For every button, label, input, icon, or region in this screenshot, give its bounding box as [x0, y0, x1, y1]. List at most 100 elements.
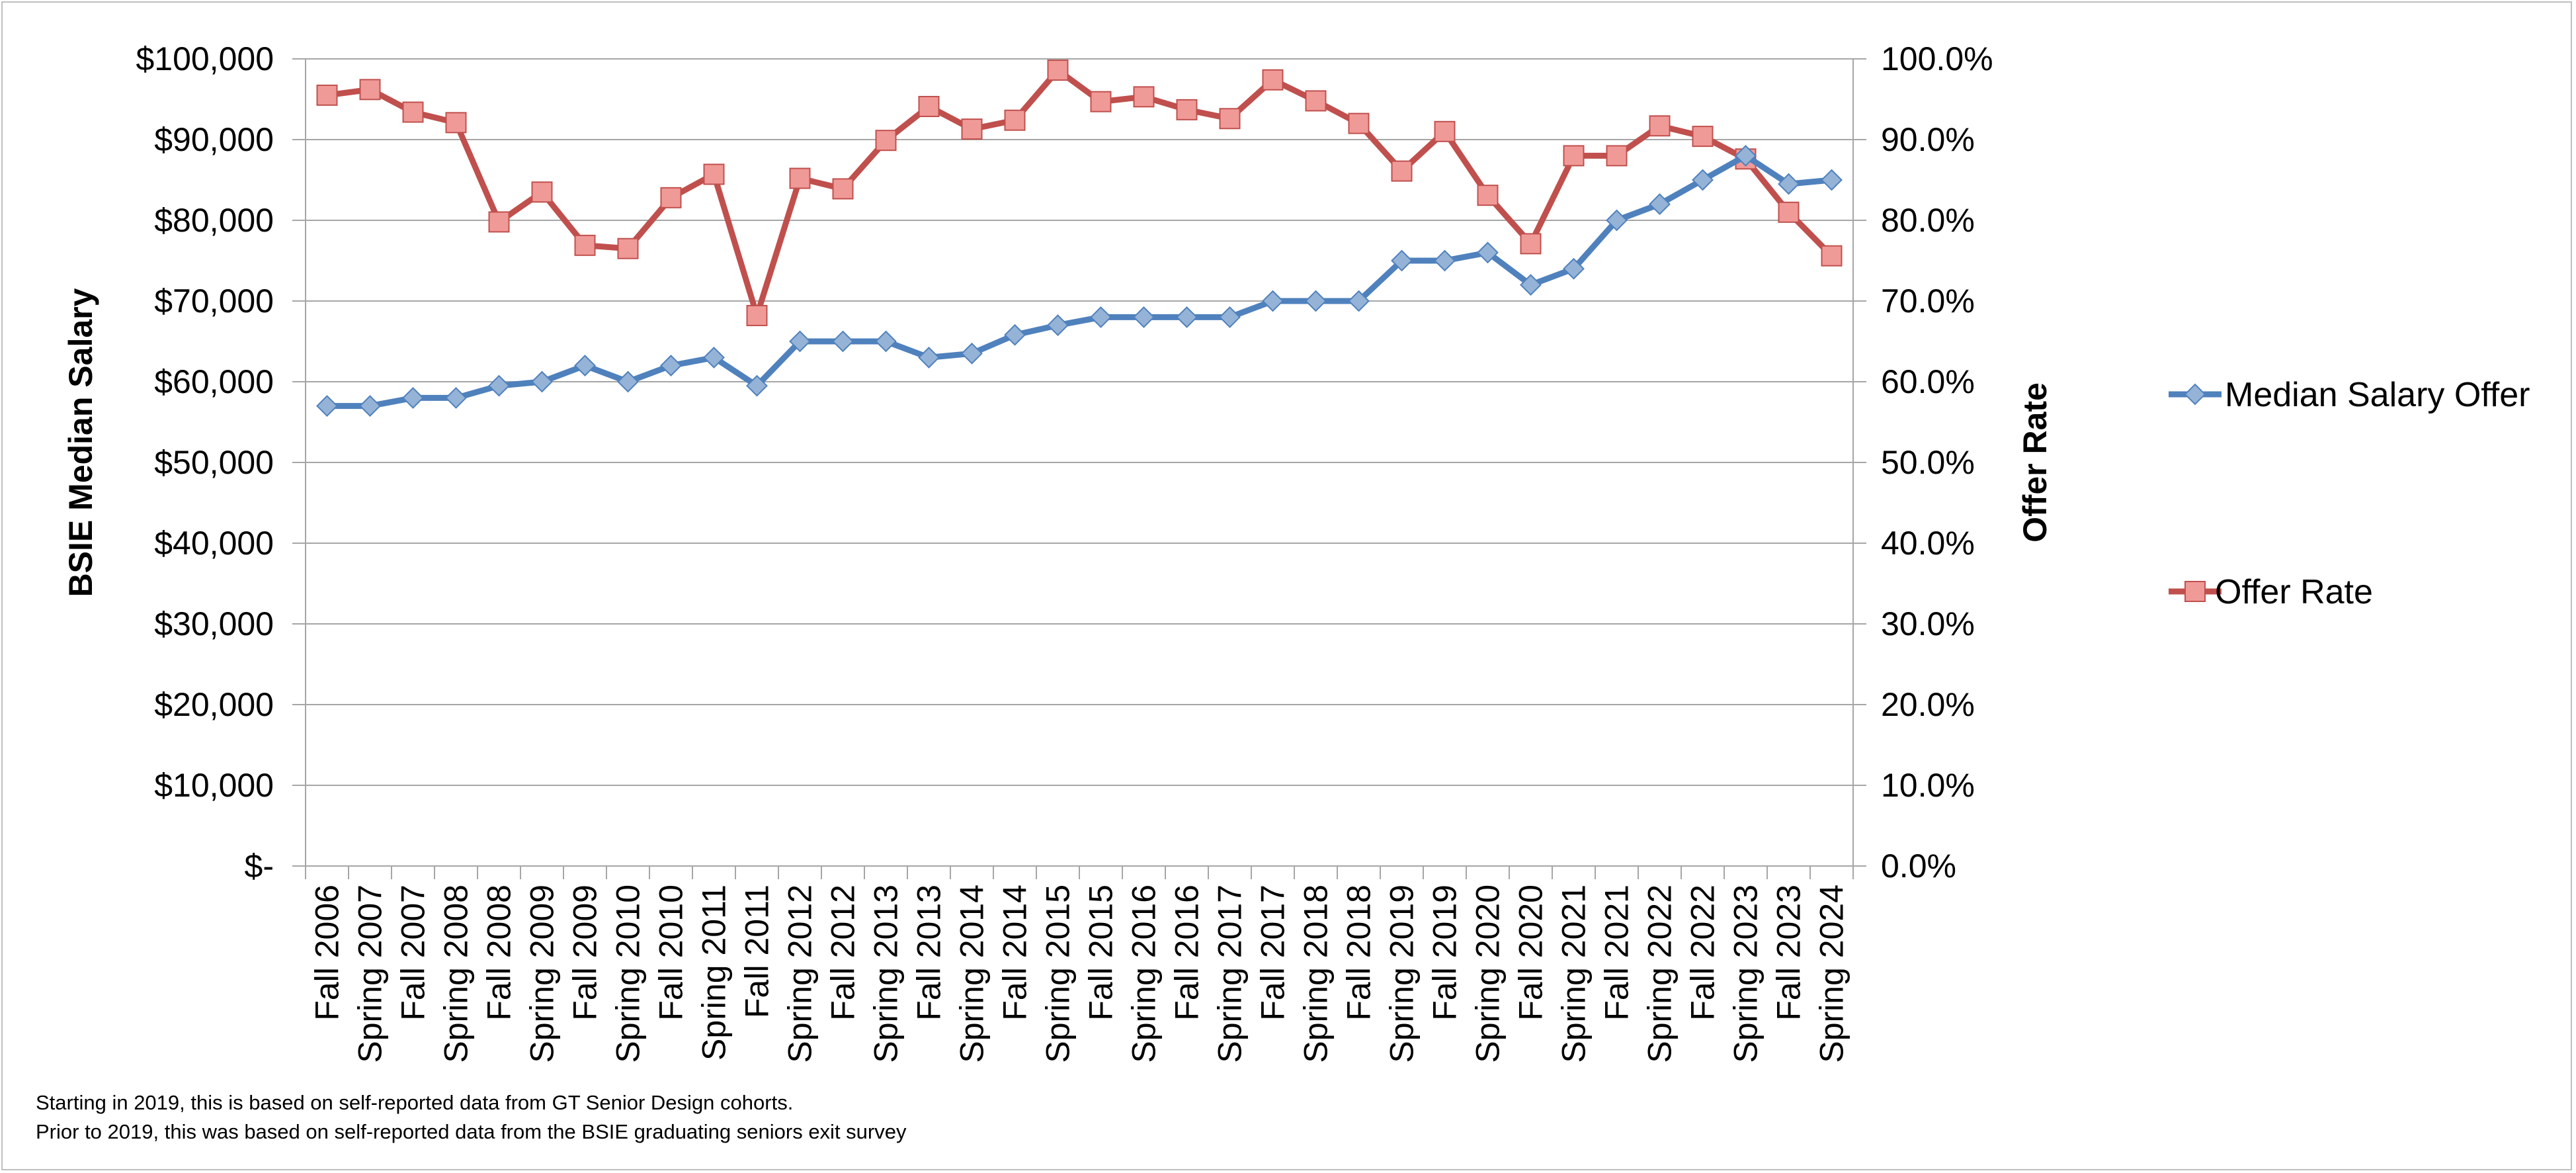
data-point — [1649, 115, 1671, 137]
legend-marker — [2184, 581, 2206, 602]
x-tick-label: Fall 2019 — [1427, 885, 1464, 1021]
data-point — [746, 374, 768, 397]
axes — [292, 58, 1866, 879]
data-point — [488, 374, 510, 397]
data-point — [918, 346, 940, 369]
data-point — [832, 178, 854, 200]
data-point — [1348, 290, 1370, 312]
data-point — [1176, 306, 1198, 328]
x-tick-label: Spring 2015 — [1040, 885, 1077, 1063]
data-point — [1133, 306, 1155, 328]
data-point — [832, 330, 854, 353]
right-tick-label: 80.0% — [1881, 202, 1975, 239]
data-point — [531, 370, 553, 393]
left-tick-label: $30,000 — [154, 605, 274, 642]
left-tick-label: $40,000 — [154, 525, 274, 562]
data-point — [574, 234, 596, 256]
data-point — [1606, 209, 1628, 232]
data-point — [1563, 145, 1585, 167]
left-tick-label: $70,000 — [154, 282, 274, 320]
data-point — [402, 386, 424, 409]
data-point — [1262, 290, 1284, 312]
x-tick-label: Fall 2013 — [911, 885, 948, 1021]
data-point — [1176, 99, 1198, 120]
data-point — [1606, 145, 1628, 167]
data-point — [1692, 169, 1714, 191]
x-tick-label: Fall 2023 — [1770, 885, 1807, 1021]
x-tick-label: Fall 2020 — [1513, 885, 1550, 1021]
left-tick-label: $- — [245, 847, 274, 885]
data-point — [703, 163, 725, 185]
data-point — [1090, 306, 1112, 328]
x-tick-label: Fall 2012 — [825, 885, 862, 1021]
data-point — [789, 330, 811, 353]
data-point — [445, 112, 467, 134]
data-point — [918, 95, 940, 117]
data-point — [1262, 69, 1284, 91]
data-point — [961, 118, 983, 140]
right-axis-ticks: 0.0% 10.0% 20.0% 30.0% 40.0% 50.0% 60.0% 70.0% 8… — [1881, 40, 1993, 885]
data-point — [531, 181, 553, 203]
data-point — [1305, 290, 1327, 312]
x-tick-label: Fall 2011 — [739, 885, 776, 1018]
right-tick-label: 0.0% — [1881, 847, 1956, 885]
data-point — [1004, 109, 1026, 131]
data-point — [660, 187, 682, 208]
chart: $- $10,000 $20,000 $30,000 $40,000 $50,000 $60… — [62, 40, 2530, 1063]
series-line — [324, 152, 1835, 410]
data-point — [1047, 60, 1069, 81]
data-point — [1778, 201, 1800, 223]
data-point — [660, 355, 682, 377]
series-median-salary-offer — [316, 144, 1843, 417]
data-point — [316, 84, 338, 106]
left-axis-ticks: $- $10,000 $20,000 $30,000 $40,000 $50,000 $60… — [136, 40, 274, 885]
x-tick-label: Spring 2018 — [1298, 885, 1335, 1063]
left-tick-label: $80,000 — [154, 202, 274, 239]
legend-entry: Offer Rate — [2169, 573, 2373, 611]
data-point — [1004, 324, 1026, 346]
data-point — [1735, 144, 1757, 167]
data-point — [1133, 86, 1155, 108]
data-point — [1563, 257, 1585, 280]
x-tick-label: Fall 2007 — [395, 885, 432, 1021]
data-point — [746, 304, 768, 326]
data-point — [789, 167, 811, 189]
data-point — [1219, 108, 1241, 130]
gridlines — [306, 58, 1853, 786]
data-point — [1692, 126, 1714, 148]
x-tick-label: Spring 2019 — [1384, 885, 1421, 1063]
data-point — [1477, 241, 1499, 264]
right-tick-label: 100.0% — [1881, 40, 1993, 77]
x-tick-label: Spring 2010 — [610, 885, 647, 1063]
x-tick-label: Spring 2009 — [524, 885, 561, 1063]
data-point — [488, 211, 510, 233]
x-tick-label: Spring 2011 — [696, 885, 733, 1061]
left-tick-label: $100,000 — [136, 40, 274, 77]
x-tick-label: Fall 2016 — [1169, 885, 1206, 1021]
data-point — [1090, 91, 1112, 112]
right-tick-label: 70.0% — [1881, 282, 1975, 320]
data-point — [1391, 249, 1413, 272]
right-tick-label: 20.0% — [1881, 686, 1975, 723]
x-tick-label: Fall 2017 — [1255, 885, 1292, 1021]
x-tick-label: Spring 2008 — [438, 885, 475, 1063]
left-tick-label: $20,000 — [154, 686, 274, 723]
x-tick-label: Spring 2013 — [868, 885, 905, 1063]
x-tick-label: Spring 2023 — [1727, 885, 1765, 1063]
data-point — [1348, 112, 1370, 134]
x-tick-label: Fall 2008 — [481, 885, 518, 1021]
data-point — [359, 395, 381, 417]
data-point — [617, 238, 639, 259]
data-point — [1520, 233, 1542, 255]
footnote-1: Starting in 2019, this is based on self-… — [36, 1091, 794, 1114]
data-point — [961, 342, 983, 365]
x-tick-label: Fall 2010 — [653, 885, 690, 1021]
left-tick-label: $10,000 — [154, 767, 274, 804]
data-point — [875, 330, 897, 353]
data-point — [1219, 306, 1241, 328]
legend-marker — [2184, 383, 2206, 406]
series-layer — [316, 60, 1843, 417]
right-tick-label: 60.0% — [1881, 363, 1975, 400]
data-point — [1047, 314, 1069, 337]
